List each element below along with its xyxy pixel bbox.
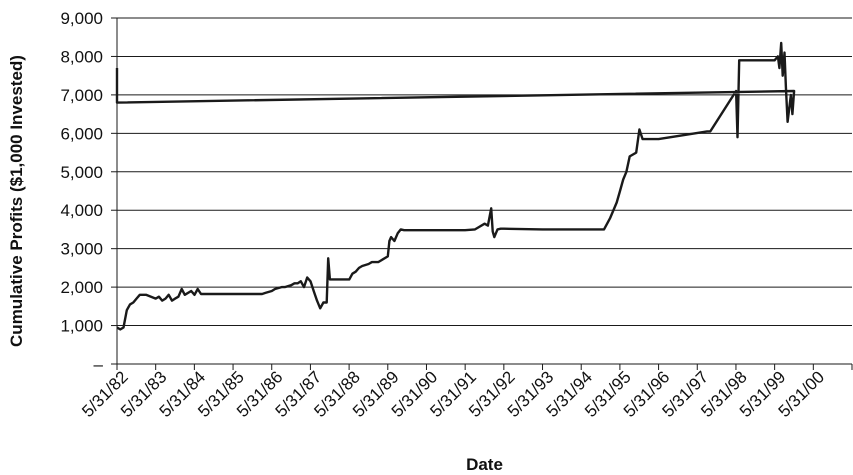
y-tick-label: 2,000: [60, 278, 103, 297]
y-tick-label: 4,000: [60, 201, 103, 220]
x-axis-ticks: 5/31/825/31/835/31/845/31/855/31/865/31/…: [78, 364, 853, 421]
y-tick-label: –: [94, 355, 104, 374]
y-tick-label: 7,000: [60, 86, 103, 105]
y-tick-label: 1,000: [60, 317, 103, 336]
y-tick-label: 3,000: [60, 240, 103, 259]
gridlines: [117, 17, 852, 327]
y-tick-label: 8,000: [60, 47, 103, 66]
cumulative-profits-line: [115, 41, 796, 331]
x-axis-title: Date: [466, 455, 503, 474]
y-axis-ticks: – 1,000 2,000 3,000 4,000 5,000 6,000 7,000 8,00…: [60, 9, 117, 374]
y-tick-label: 5,000: [60, 163, 103, 182]
y-tick-label: 9,000: [60, 9, 103, 28]
y-axis-title: Cumulative Profits ($1,000 Invested): [7, 55, 26, 347]
y-tick-label: 6,000: [60, 124, 103, 143]
